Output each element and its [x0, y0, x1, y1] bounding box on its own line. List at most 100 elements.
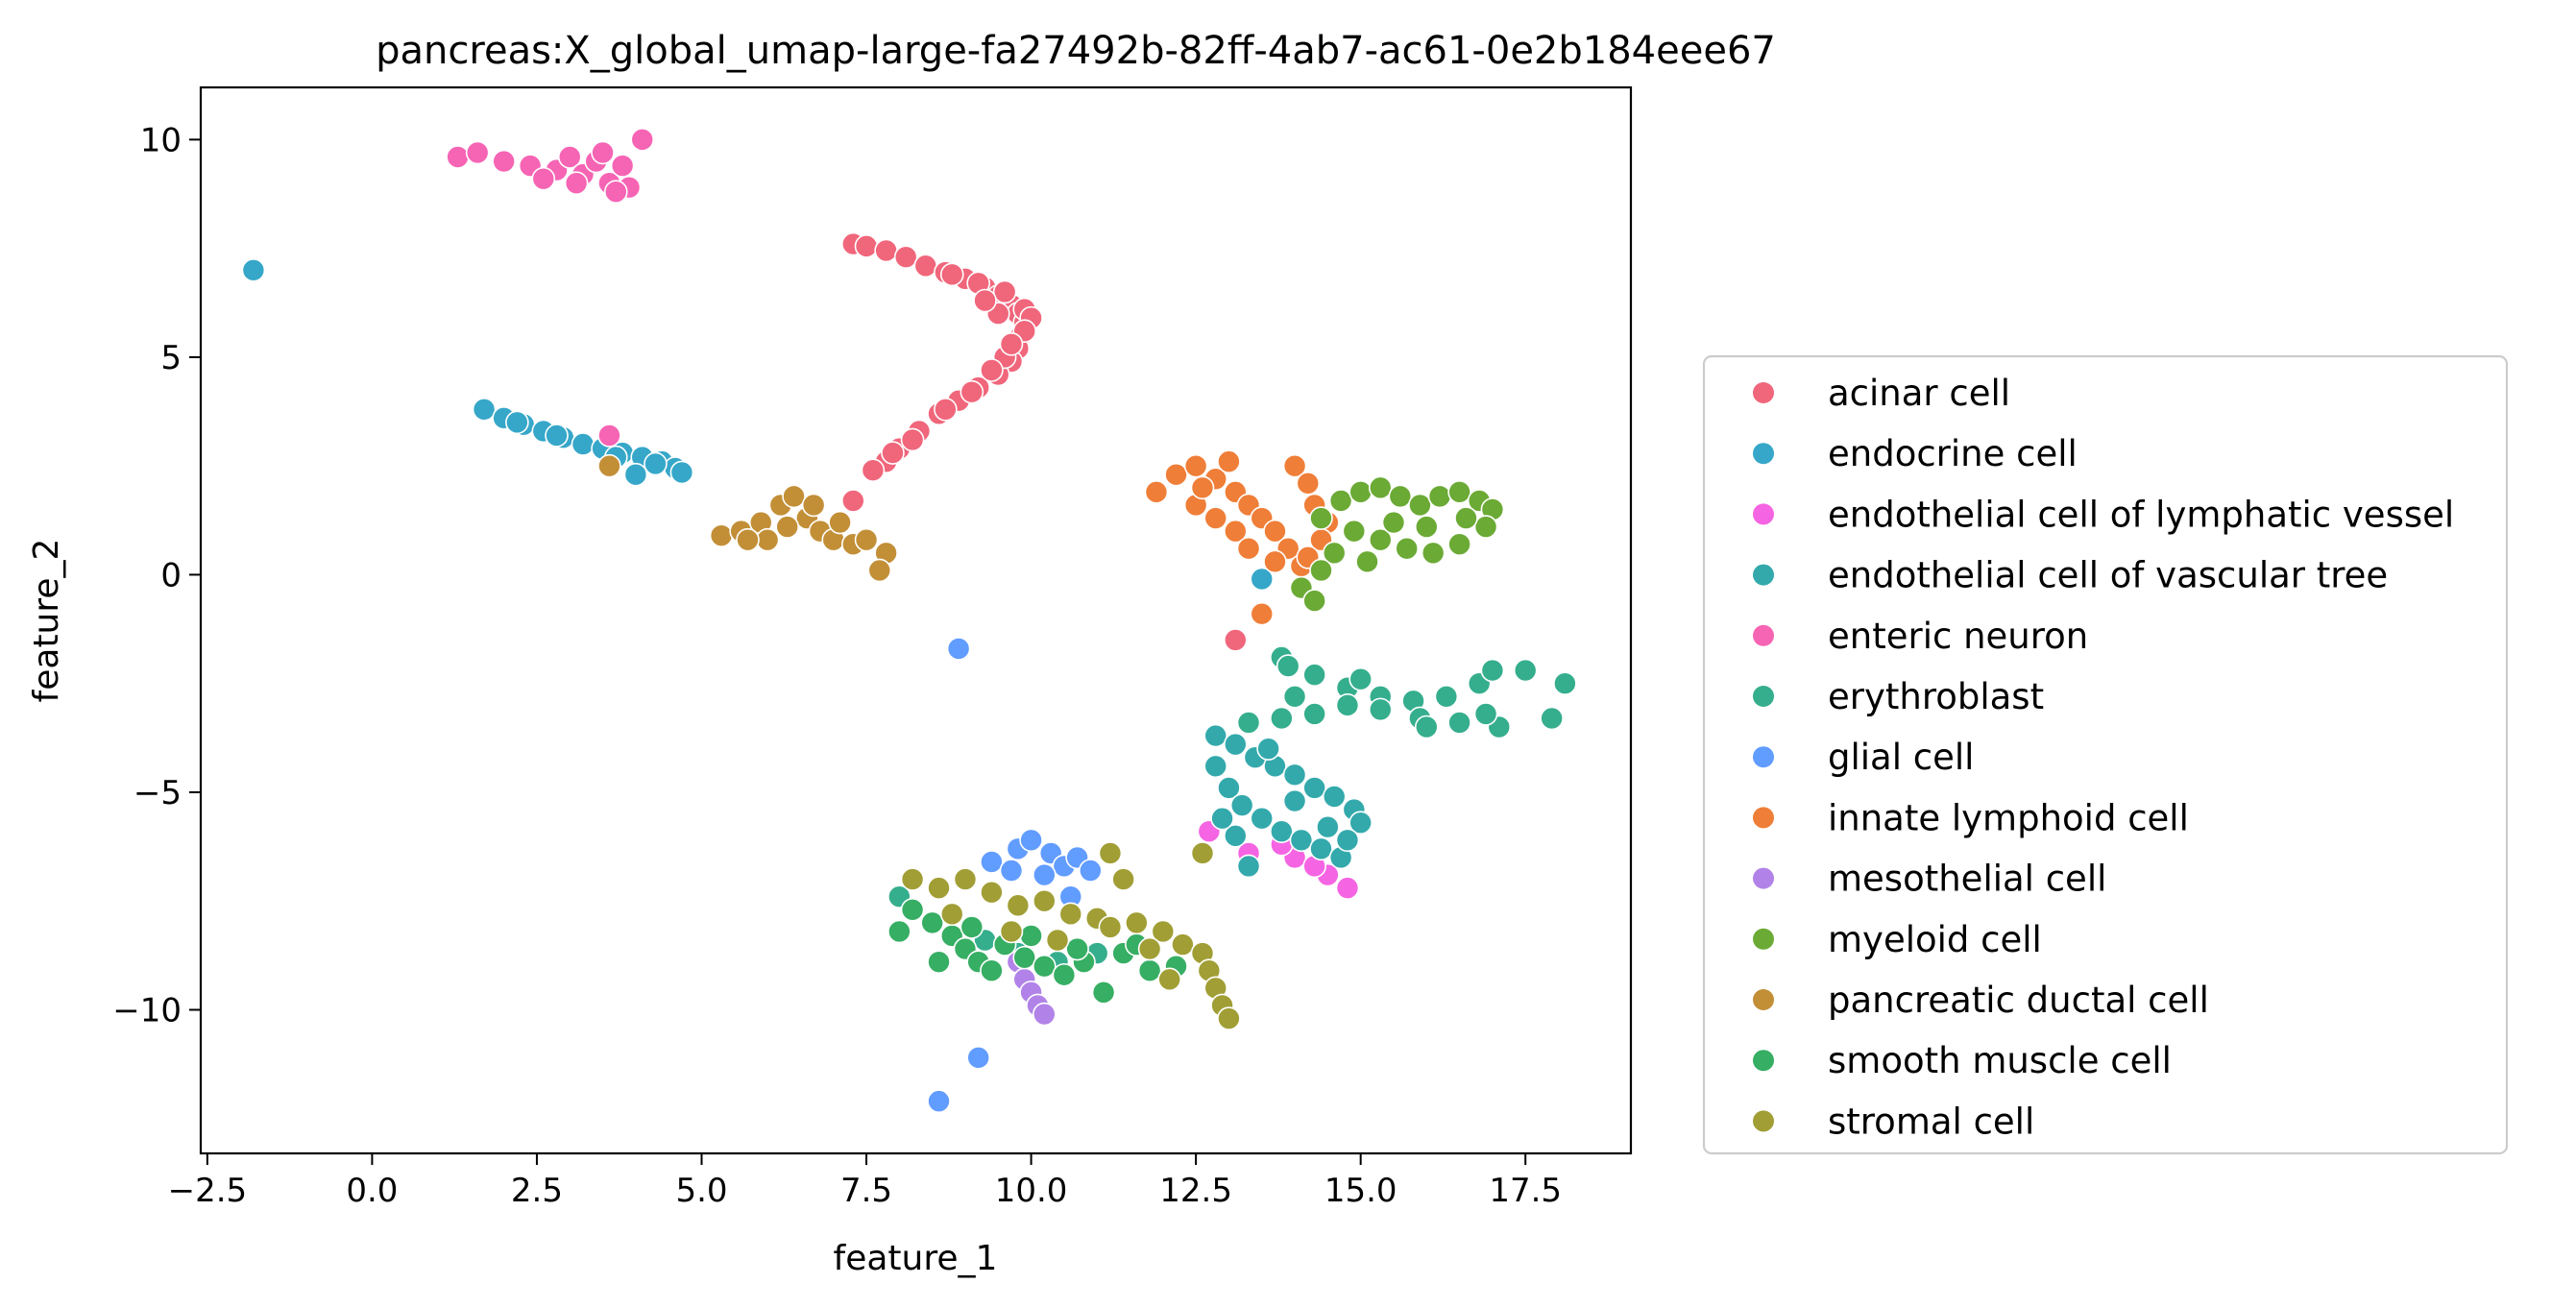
- data-point: [999, 919, 1024, 944]
- data-point: [1190, 475, 1215, 500]
- data-point: [1111, 867, 1135, 891]
- x-tick-label: 10.0: [995, 1172, 1068, 1210]
- data-point: [1019, 828, 1043, 853]
- data-point: [775, 515, 799, 539]
- data-point: [1513, 658, 1538, 683]
- data-point: [980, 880, 1004, 905]
- data-point: [1217, 1006, 1241, 1030]
- data-point: [630, 128, 655, 152]
- data-point: [1473, 702, 1498, 726]
- data-point: [465, 140, 490, 165]
- data-point: [881, 441, 905, 465]
- y-tick-label: 0: [160, 556, 182, 594]
- legend-marker: [1753, 928, 1774, 950]
- legend-label: erythroblast: [1828, 676, 2044, 717]
- data-point: [1316, 814, 1340, 839]
- data-point: [505, 410, 529, 435]
- data-point: [1098, 915, 1123, 939]
- scatter-points: [241, 128, 1577, 1113]
- data-point: [887, 919, 911, 944]
- data-point: [927, 1089, 951, 1113]
- legend-marker: [1753, 503, 1774, 525]
- data-point: [472, 397, 497, 422]
- data-point: [1381, 510, 1406, 535]
- data-point: [591, 140, 615, 165]
- data-point: [1183, 453, 1208, 478]
- data-point: [1540, 706, 1564, 731]
- x-tick-label: 15.0: [1324, 1172, 1397, 1210]
- data-point: [1236, 854, 1261, 879]
- data-point: [1203, 506, 1228, 530]
- data-point: [973, 288, 997, 313]
- x-tick-label: 12.5: [1159, 1172, 1232, 1210]
- data-point: [913, 254, 938, 279]
- data-point: [1250, 601, 1275, 626]
- data-point: [1236, 711, 1261, 735]
- data-point: [1408, 493, 1432, 518]
- series-glial-cell: [927, 637, 1103, 1113]
- data-point: [1282, 763, 1307, 787]
- data-point: [960, 379, 984, 404]
- x-axis-ticks: −2.5 0.0 2.5 5.0 7.5 10.0 12.5 15.0 17.5: [168, 1153, 1562, 1210]
- data-point: [1098, 841, 1123, 865]
- legend-label: enteric neuron: [1828, 616, 2088, 657]
- data-point: [1349, 811, 1373, 835]
- data-point: [1217, 776, 1241, 800]
- data-point: [1302, 776, 1326, 800]
- data-point: [1447, 532, 1471, 557]
- series-enteric-neuron: [446, 128, 655, 448]
- data-point: [1045, 928, 1070, 953]
- data-point: [1282, 684, 1307, 709]
- data-point: [1033, 862, 1057, 887]
- data-point: [1190, 841, 1215, 865]
- data-point: [1012, 945, 1037, 970]
- data-point: [1203, 754, 1228, 779]
- data-point: [1335, 693, 1360, 717]
- data-point: [610, 154, 635, 178]
- legend-marker: [1753, 624, 1774, 646]
- data-point: [939, 902, 964, 927]
- legend-label: innate lymphoid cell: [1828, 797, 2189, 838]
- data-point: [1263, 549, 1287, 574]
- data-point: [623, 462, 648, 487]
- data-point: [1309, 836, 1333, 861]
- data-point: [1289, 828, 1314, 853]
- data-point: [1250, 806, 1275, 831]
- series-stromal-cell: [900, 841, 1241, 1030]
- data-point: [644, 451, 668, 476]
- data-point: [1302, 702, 1326, 726]
- legend-label: glial cell: [1828, 737, 1974, 778]
- data-point: [1335, 828, 1360, 853]
- data-point: [603, 180, 628, 205]
- data-point: [861, 458, 886, 482]
- data-point: [1019, 924, 1043, 948]
- data-point: [1302, 589, 1326, 613]
- series-smooth-muscle-cell: [887, 897, 1188, 1005]
- x-tick-label: 5.0: [675, 1172, 727, 1210]
- legend-label: acinar cell: [1828, 373, 2010, 414]
- data-point: [545, 424, 569, 448]
- data-point: [1137, 936, 1162, 961]
- series-endothelial-cell-of-lymphatic-vessel: [1197, 819, 1360, 900]
- data-point: [571, 432, 595, 456]
- legend-marker: [1753, 1110, 1774, 1132]
- y-tick-label: 5: [160, 339, 182, 377]
- legend-items: acinar cell endocrine cell endothelial cel…: [1753, 373, 2454, 1142]
- data-point: [953, 867, 978, 891]
- data-point: [1553, 671, 1577, 695]
- data-point: [992, 279, 1017, 304]
- legend-marker: [1753, 867, 1774, 889]
- legend-label: myeloid cell: [1828, 919, 2042, 960]
- legend-label: stromal cell: [1828, 1101, 2034, 1142]
- legend-box: [1702, 354, 2509, 1155]
- data-point: [1171, 933, 1195, 957]
- data-point: [927, 950, 951, 974]
- data-point: [867, 558, 892, 583]
- data-point: [1091, 981, 1116, 1005]
- data-point: [1223, 823, 1248, 848]
- data-point: [900, 867, 925, 891]
- data-point: [1033, 954, 1057, 979]
- y-axis-label: feature_2: [27, 539, 66, 703]
- data-point: [1229, 793, 1254, 817]
- data-point: [1270, 819, 1294, 844]
